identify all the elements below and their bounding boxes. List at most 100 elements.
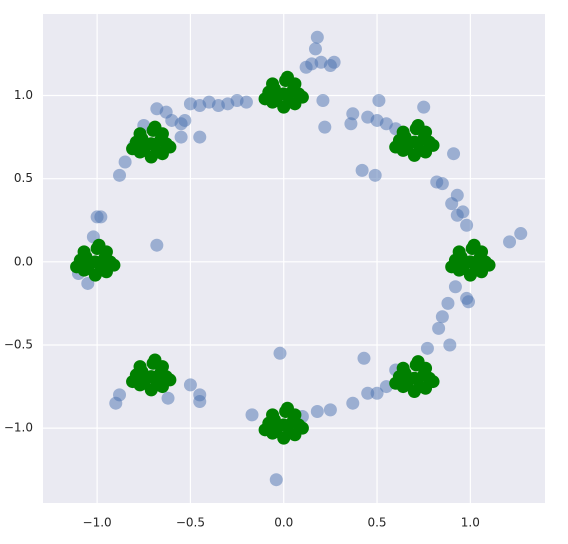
scatter-point [482,258,496,272]
scatter-point [308,42,322,56]
scatter-point [163,140,177,154]
y-tick-label: −0.5 [4,337,33,351]
x-tick-label: −0.5 [176,516,205,530]
y-tick-label: −1.0 [4,421,33,435]
scatter-point [467,238,481,252]
scatter-point [81,276,95,290]
scatter-point [407,148,421,162]
scatter-point [432,321,446,335]
scatter-point [417,100,431,114]
x-tick-label: 1.0 [461,516,480,530]
scatter-point [443,338,457,352]
scatter-point [445,260,459,274]
scatter-point [148,353,162,367]
scatter-point [299,60,313,74]
scatter-point [245,408,259,422]
scatter-point [460,218,474,232]
scatter-point [133,360,147,374]
scatter-point [435,177,449,191]
scatter-point [163,373,177,387]
scatter-point [396,125,410,139]
scatter-point [450,188,464,202]
scatter-point [426,375,440,389]
scatter-point [113,388,127,402]
scatter-point [144,150,158,164]
y-tick-label: 0.0 [14,254,33,268]
scatter-point [452,245,466,259]
scatter-point [295,90,309,104]
scatter-point [258,92,272,106]
scatter-point [327,55,341,69]
scatter-point [435,310,449,324]
scatter-point [266,408,280,422]
scatter-point [126,142,140,156]
scatter-point [411,355,425,369]
scatter-point [266,77,280,91]
scatter-point [389,376,403,390]
x-tick-label: 0.5 [367,516,386,530]
scatter-point [133,127,147,141]
scatter-point [310,30,324,44]
scatter-point [361,110,375,124]
scatter-point [92,238,106,252]
scatter-point [277,100,291,114]
scatter-point [344,117,358,131]
scatter-point [144,383,158,397]
scatter-point [361,386,375,400]
scatter-point [174,130,188,144]
scatter-point [514,227,528,241]
scatter-point [368,168,382,182]
scatter-point [503,235,517,249]
y-tick-label: 0.5 [14,171,33,185]
scatter-point [148,120,162,134]
scatter-point [118,155,132,169]
scatter-point [426,138,440,152]
scatter-point [178,113,192,127]
scatter-point [411,118,425,132]
scatter-point [346,107,360,121]
scatter-point [396,361,410,375]
scatter-point [346,396,360,410]
scatter-point [183,378,197,392]
x-tick-label: −1.0 [83,516,112,530]
scatter-point [193,395,207,409]
scatter-point [126,375,140,389]
scatter-point [161,391,175,405]
scatter-point [447,147,461,161]
y-tick-label: 1.0 [14,88,33,102]
scatter-point [370,386,384,400]
scatter-point [150,238,164,252]
scatter-point [107,258,121,272]
scatter-point [355,163,369,177]
scatter-point [372,93,386,107]
scatter-point [183,97,197,111]
scatter-point [258,423,272,437]
scatter-point [113,168,127,182]
scatter-point [269,473,283,487]
scatter-point [277,431,291,445]
scatter-point [441,296,455,310]
scatter-point [94,210,108,224]
scatter-point [193,130,207,144]
scatter-point [463,268,477,282]
scatter-point [273,346,287,360]
scatter-point [280,401,294,415]
scatter-point [295,421,309,435]
scatter-point [420,341,434,355]
x-tick-label: 0.0 [274,516,293,530]
scatter-point [310,405,324,419]
scatter-point [316,93,330,107]
scatter-point [88,268,102,282]
scatter-point [461,295,475,309]
scatter-point [77,245,91,259]
scatter-point [389,140,403,154]
scatter-point [70,260,84,274]
scatter-point [357,351,371,365]
scatter-point [448,280,462,294]
scatter-point [150,102,164,116]
scatter-point [323,403,337,417]
scatter-point [318,120,332,134]
scatter-point [407,385,421,399]
scatter-point [456,205,470,219]
